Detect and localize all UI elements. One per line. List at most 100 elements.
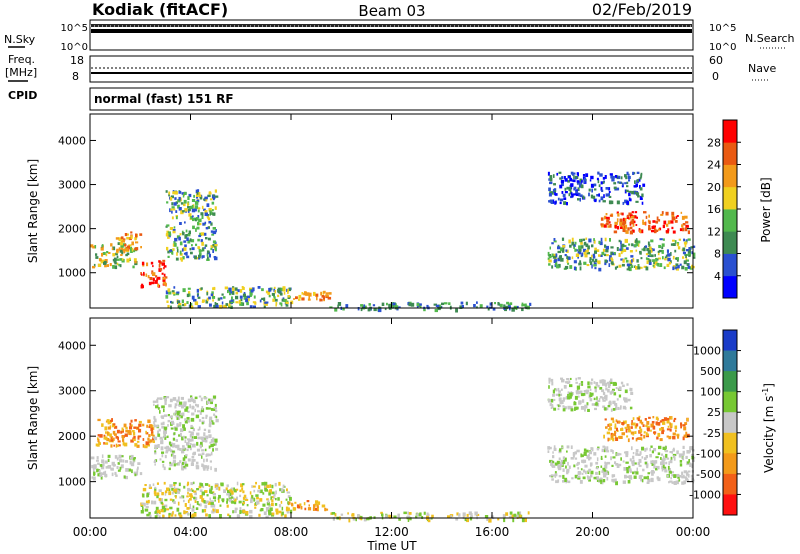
power-feature-3-pixel xyxy=(169,233,172,236)
power-feature-7-pixel xyxy=(548,254,551,257)
velocity-feature-2-pixel xyxy=(189,433,192,438)
velocity-feature-1-pixel xyxy=(113,444,115,447)
velocity-feature-3-pixel xyxy=(190,482,194,486)
velocity-feature-7-pixel xyxy=(675,429,677,432)
power-feature-7-pixel xyxy=(618,239,621,243)
velocity-feature-0-pixel xyxy=(120,455,124,458)
power-feature-7-pixel xyxy=(635,249,638,252)
velocity-feature-3-pixel xyxy=(241,487,244,491)
power-feature-8-pixel xyxy=(639,229,642,233)
power-feature-9-pixel xyxy=(622,201,625,205)
power-feature-7-pixel xyxy=(593,260,596,264)
velocity-feature-8-pixel xyxy=(599,387,603,390)
velocity-feature-2-pixel xyxy=(176,423,179,428)
velocity-feature-0-pixel xyxy=(130,462,135,467)
power-feature-8-pixel xyxy=(600,223,603,226)
power-feature-7-pixel xyxy=(608,263,611,267)
power-feature-7-pixel xyxy=(649,253,652,257)
velocity-feature-3-pixel xyxy=(176,507,180,512)
velocity-feature-3-pixel xyxy=(230,493,233,497)
power-feature-6-pixel xyxy=(529,302,532,306)
power-feature-8-pixel xyxy=(621,226,625,229)
velocity-feature-6-pixel xyxy=(641,446,645,451)
velocity-feature-6-pixel xyxy=(635,452,639,456)
velocity-feature-2-pixel xyxy=(186,448,189,452)
velocity-feature-1-pixel xyxy=(116,429,120,434)
power-feature-5-pixel xyxy=(301,297,305,301)
power-feature-3-pixel xyxy=(206,203,210,207)
velocity-feature-2-pixel xyxy=(163,431,167,434)
power-feature-9-pixel xyxy=(554,192,556,196)
velocity-feature-2-pixel xyxy=(186,417,190,420)
velocity-feature-2-pixel xyxy=(212,448,214,452)
power-feature-3-pixel xyxy=(196,199,200,203)
velocity-feature-3-pixel xyxy=(164,508,167,512)
velocity-feature-8-pixel xyxy=(580,381,584,384)
velocity-feature-2-pixel xyxy=(153,417,156,420)
power-feature-8-pixel xyxy=(665,223,669,227)
velocity-feature-6-pixel xyxy=(566,479,568,483)
velocity-feature-3-pixel xyxy=(234,489,237,493)
power-feature-1-pixel xyxy=(116,249,118,253)
power-feature-7-pixel xyxy=(551,253,554,257)
power-feature-3-pixel xyxy=(179,241,183,246)
velocity-feature-2-pixel xyxy=(182,424,185,428)
power-feature-3-pixel xyxy=(213,245,217,248)
power-feature-7-pixel xyxy=(614,266,617,270)
velocity-feature-6-pixel xyxy=(562,474,565,479)
velocity-feature-8-pixel xyxy=(558,397,562,402)
power-feature-7-pixel xyxy=(668,261,672,265)
velocity-feature-3-pixel xyxy=(203,509,207,513)
power-feature-9-pixel xyxy=(548,178,550,181)
velocity-feature-6-pixel xyxy=(637,462,641,465)
power-feature-6-pixel xyxy=(507,305,511,308)
velocity-feature-1-pixel xyxy=(97,418,101,422)
power-feature-7-pixel xyxy=(641,248,645,251)
velocity-feature-6-pixel xyxy=(549,475,552,478)
velocity-feature-2-pixel xyxy=(204,439,208,443)
velocity-feature-4-pixel xyxy=(321,504,326,508)
power-feature-4-pixel xyxy=(246,301,249,306)
power-feature-7-pixel xyxy=(555,254,558,258)
power-feature-1-pixel xyxy=(126,233,129,236)
power-feature-4-pixel xyxy=(286,288,288,292)
velocity-feature-2-pixel xyxy=(210,398,214,402)
velocity-feature-6-pixel xyxy=(595,472,598,475)
velocity-feature-6-pixel xyxy=(577,477,581,480)
power-feature-9-pixel xyxy=(635,191,638,194)
velocity-feature-3-pixel xyxy=(228,497,232,500)
velocity-feature-3-pixel xyxy=(236,488,239,491)
power-feature-6-pixel xyxy=(524,303,527,307)
velocity-feature-1-pixel xyxy=(148,440,151,444)
power-feature-3-pixel xyxy=(209,253,211,258)
velocity-feature-2-pixel xyxy=(209,398,211,402)
velocity-feature-0-pixel xyxy=(103,471,105,475)
velocity-feature-8-pixel xyxy=(558,393,561,397)
velocity-feature-3-pixel xyxy=(267,499,270,504)
velocity-feature-6-pixel xyxy=(578,471,581,475)
velocity-feature-5-pixel xyxy=(523,518,527,523)
power-feature-8-pixel xyxy=(667,228,670,232)
power-feature-9-pixel xyxy=(594,199,597,203)
velocity-feature-4-pixel xyxy=(306,500,310,503)
velocity-feature-8-pixel xyxy=(567,394,569,398)
velocity-feature-2-pixel xyxy=(154,450,157,455)
velocity-feature-2-pixel xyxy=(214,415,217,418)
velocity-feature-2-pixel xyxy=(194,408,196,413)
velocity-feature-3-pixel xyxy=(264,481,268,486)
velocity-feature-8-pixel xyxy=(612,388,615,392)
velocity-feature-3-pixel xyxy=(258,485,261,489)
power-feature-9-pixel xyxy=(579,178,583,182)
power-feature-9-pixel xyxy=(573,175,575,180)
power-feature-3-pixel xyxy=(213,212,216,216)
velocity-feature-3-pixel xyxy=(171,487,175,491)
velocity-feature-2-pixel xyxy=(184,418,187,421)
velocity-feature-2-pixel xyxy=(205,435,209,440)
velocity-feature-3-pixel xyxy=(189,493,193,497)
power-feature-2-pixel xyxy=(150,261,154,265)
velocity-feature-3-pixel xyxy=(254,506,257,509)
power-feature-4-pixel xyxy=(221,301,224,305)
power-feature-9-pixel xyxy=(633,185,637,188)
power-feature-7-pixel xyxy=(561,237,565,241)
velocity-feature-3-pixel xyxy=(226,504,229,508)
